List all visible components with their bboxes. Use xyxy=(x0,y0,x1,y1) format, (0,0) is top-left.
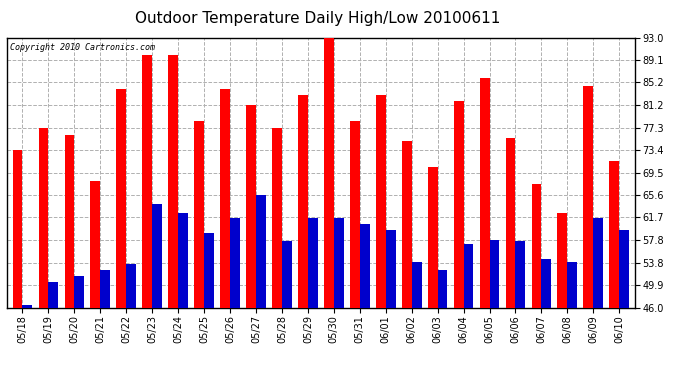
Bar xyxy=(515,242,525,308)
Bar xyxy=(412,261,422,308)
Bar xyxy=(428,167,437,308)
Bar xyxy=(48,282,58,308)
Bar xyxy=(567,261,578,308)
Bar xyxy=(152,204,162,308)
Text: Outdoor Temperature Daily High/Low 20100611: Outdoor Temperature Daily High/Low 20100… xyxy=(135,11,500,26)
Bar xyxy=(609,161,619,308)
Bar xyxy=(142,55,152,308)
Bar xyxy=(220,89,230,308)
Bar xyxy=(75,276,84,308)
Bar xyxy=(489,240,500,308)
Bar xyxy=(39,128,48,308)
Bar xyxy=(464,244,473,308)
Bar xyxy=(23,304,32,307)
Bar xyxy=(437,270,448,308)
Bar xyxy=(308,219,317,308)
Bar xyxy=(359,224,370,308)
Bar xyxy=(282,242,292,308)
Bar xyxy=(12,150,23,308)
Bar xyxy=(376,95,386,308)
Bar xyxy=(194,121,204,308)
Bar xyxy=(386,230,395,308)
Bar xyxy=(100,270,110,308)
Bar xyxy=(246,105,256,308)
Bar xyxy=(324,38,334,308)
Bar xyxy=(117,89,126,308)
Bar xyxy=(480,78,489,308)
Bar xyxy=(558,213,567,308)
Bar xyxy=(454,101,464,308)
Bar xyxy=(298,95,308,308)
Text: Copyright 2010 Cartronics.com: Copyright 2010 Cartronics.com xyxy=(10,43,155,52)
Bar xyxy=(542,259,551,308)
Bar xyxy=(619,230,629,308)
Bar xyxy=(593,219,603,308)
Bar xyxy=(350,121,359,308)
Bar xyxy=(90,181,100,308)
Bar xyxy=(272,128,282,308)
Bar xyxy=(204,233,214,308)
Bar xyxy=(126,264,136,308)
Bar xyxy=(506,138,515,308)
Bar xyxy=(584,86,593,308)
Bar xyxy=(64,135,75,308)
Bar xyxy=(256,195,266,308)
Bar xyxy=(334,219,344,308)
Bar xyxy=(178,213,188,308)
Bar xyxy=(168,55,178,308)
Bar xyxy=(402,141,412,308)
Bar xyxy=(230,219,240,308)
Bar xyxy=(531,184,542,308)
